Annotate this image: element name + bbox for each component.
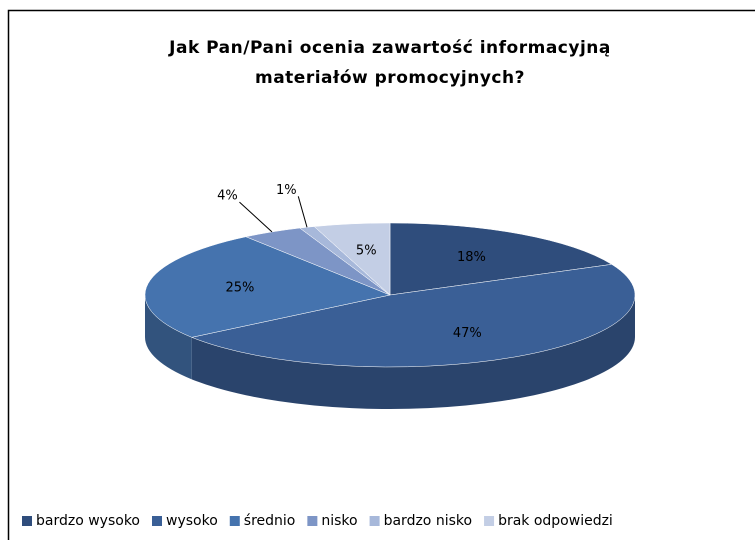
legend-swatch [307,516,318,526]
data-label: 18% [457,250,486,265]
legend-label: nisko [321,513,357,529]
data-label: 5% [356,243,377,258]
legend-swatch [369,516,380,526]
slice-side [191,295,635,409]
slice [389,222,613,296]
data-label: 47% [453,326,482,341]
chart-title: Jak Pan/Pani ocenia zawartość informacyj… [168,38,611,58]
legend-label: brak odpowiedzi [498,513,613,529]
legend-swatch [484,516,495,526]
slice [144,236,391,338]
slice [313,222,391,296]
leader-line [297,196,308,228]
chart-title: materiałów promocyjnych? [255,68,525,88]
legend-label: średnio [244,513,296,529]
data-label: 1% [276,183,297,198]
data-label: 25% [226,281,255,296]
legend-label: wysoko [166,513,218,529]
legend-label: bardzo wysoko [36,513,140,529]
slice-side [145,295,192,380]
legend-swatch [229,516,240,526]
legend-swatch [152,516,162,526]
slice [190,264,636,368]
leader-line [239,201,273,233]
data-label: 4% [217,189,238,204]
legend-swatch [22,516,32,526]
legend-label: bardzo nisko [384,513,472,529]
